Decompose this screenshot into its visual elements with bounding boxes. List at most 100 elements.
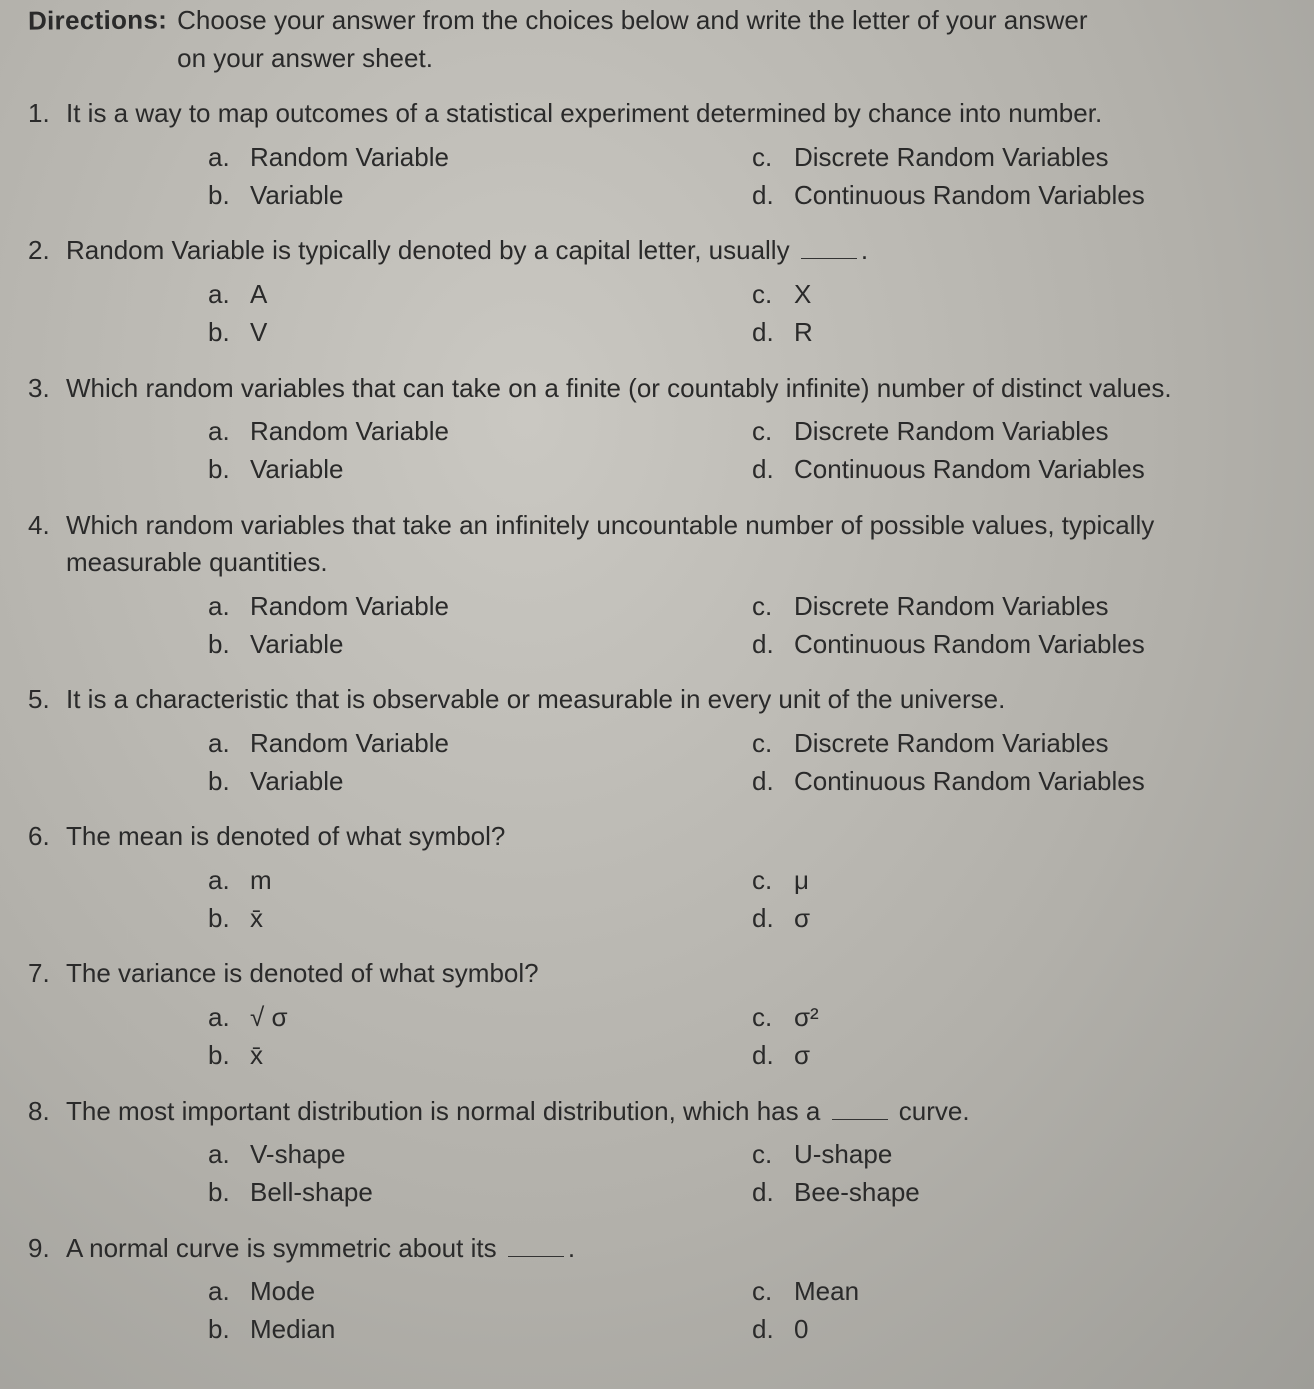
- option-b[interactable]: b.Bell-shape: [208, 1174, 742, 1212]
- option-letter: c.: [752, 276, 794, 314]
- option-letter: a.: [208, 139, 250, 177]
- option-d[interactable]: d.R: [752, 314, 1286, 352]
- option-a[interactable]: a.√ σ: [208, 999, 742, 1037]
- option-c[interactable]: c.μ: [752, 862, 1286, 900]
- option-a[interactable]: a.Random Variable: [208, 725, 742, 763]
- question-text: The mean is denoted of what symbol?: [66, 818, 1286, 856]
- directions-label: Directions:: [28, 1, 167, 40]
- option-a[interactable]: a.Random Variable: [208, 139, 742, 177]
- option-b[interactable]: b.Variable: [208, 451, 742, 489]
- blank: [801, 258, 857, 259]
- option-d[interactable]: d.Continuous Random Variables: [752, 626, 1286, 664]
- option-d[interactable]: d.σ: [752, 1037, 1286, 1075]
- option-letter: d.: [752, 1037, 794, 1075]
- option-c[interactable]: c.U-shape: [752, 1136, 1286, 1174]
- option-text: m: [250, 862, 272, 900]
- option-text: Bee-shape: [794, 1174, 920, 1212]
- option-b[interactable]: b.Variable: [208, 177, 742, 215]
- blank: [832, 1119, 888, 1120]
- option-text: Mode: [250, 1273, 315, 1311]
- question-text: It is a characteristic that is observabl…: [66, 681, 1286, 719]
- options: a.A b.V c.X d.R: [28, 276, 1286, 351]
- option-letter: c.: [752, 999, 794, 1037]
- option-text: μ: [794, 862, 809, 900]
- option-letter: c.: [752, 139, 794, 177]
- question-text: Which random variables that can take on …: [66, 370, 1286, 408]
- option-c[interactable]: c.Discrete Random Variables: [752, 139, 1286, 177]
- option-a[interactable]: a.Random Variable: [208, 588, 742, 626]
- question-number: 2.: [28, 232, 66, 270]
- option-a[interactable]: a.Mode: [208, 1273, 742, 1311]
- option-text: σ: [794, 1037, 810, 1075]
- option-c[interactable]: c.X: [752, 276, 1286, 314]
- option-a[interactable]: a.Random Variable: [208, 413, 742, 451]
- option-letter: b.: [208, 1174, 250, 1212]
- question-number: 3.: [28, 370, 66, 408]
- option-letter: d.: [752, 314, 794, 352]
- option-d[interactable]: d.0: [752, 1311, 1286, 1349]
- option-letter: c.: [752, 725, 794, 763]
- question-text-pre: A normal curve is symmetric about its: [66, 1233, 504, 1263]
- option-b[interactable]: b.Median: [208, 1311, 742, 1349]
- option-c[interactable]: c.Discrete Random Variables: [752, 413, 1286, 451]
- option-c[interactable]: c.σ²: [752, 999, 1286, 1037]
- option-letter: a.: [208, 588, 250, 626]
- question-number: 5.: [28, 681, 66, 719]
- option-a[interactable]: a.A: [208, 276, 742, 314]
- option-a[interactable]: a.V-shape: [208, 1136, 742, 1174]
- option-text: Discrete Random Variables: [794, 725, 1109, 763]
- options: a.V-shape b.Bell-shape c.U-shape d.Bee-s…: [28, 1136, 1286, 1211]
- option-letter: c.: [752, 1273, 794, 1311]
- option-d[interactable]: d.Continuous Random Variables: [752, 763, 1286, 801]
- option-letter: c.: [752, 1136, 794, 1174]
- option-text: Bell-shape: [250, 1174, 373, 1212]
- option-text: U-shape: [794, 1136, 892, 1174]
- option-text: A: [250, 276, 267, 314]
- question-2: 2. Random Variable is typically denoted …: [28, 232, 1286, 351]
- option-letter: a.: [208, 999, 250, 1037]
- option-letter: d.: [752, 626, 794, 664]
- question-number: 8.: [28, 1093, 66, 1131]
- directions-line1: Choose your answer from the choices belo…: [177, 5, 1087, 35]
- option-letter: b.: [208, 451, 250, 489]
- question-6: 6. The mean is denoted of what symbol? a…: [28, 818, 1286, 937]
- question-text-post: curve.: [892, 1096, 970, 1126]
- option-b[interactable]: b.Variable: [208, 626, 742, 664]
- option-text: σ²: [794, 999, 819, 1037]
- option-text: Continuous Random Variables: [794, 763, 1145, 801]
- option-c[interactable]: c.Discrete Random Variables: [752, 725, 1286, 763]
- question-4: 4. Which random variables that take an i…: [28, 507, 1286, 664]
- option-letter: b.: [208, 1037, 250, 1075]
- option-letter: a.: [208, 725, 250, 763]
- option-a[interactable]: a.m: [208, 862, 742, 900]
- question-8: 8. The most important distribution is no…: [28, 1093, 1286, 1212]
- option-text: x̄: [250, 1037, 263, 1075]
- option-b[interactable]: b.V: [208, 314, 742, 352]
- options: a.Random Variable b.Variable c.Discrete …: [28, 588, 1286, 663]
- option-letter: d.: [752, 451, 794, 489]
- directions-line2: on your answer sheet.: [177, 43, 433, 73]
- question-text-pre: Random Variable is typically denoted by …: [66, 235, 797, 265]
- option-b[interactable]: b.x̄: [208, 1037, 742, 1075]
- option-text: Discrete Random Variables: [794, 588, 1109, 626]
- option-b[interactable]: b.Variable: [208, 763, 742, 801]
- option-d[interactable]: d.Continuous Random Variables: [752, 177, 1286, 215]
- option-text: Mean: [794, 1273, 859, 1311]
- option-text: X: [794, 276, 811, 314]
- question-1: 1. It is a way to map outcomes of a stat…: [28, 95, 1286, 214]
- option-letter: b.: [208, 177, 250, 215]
- option-d[interactable]: d.Continuous Random Variables: [752, 451, 1286, 489]
- question-number: 9.: [28, 1230, 66, 1268]
- option-c[interactable]: c.Discrete Random Variables: [752, 588, 1286, 626]
- option-letter: a.: [208, 1273, 250, 1311]
- question-text-post: .: [861, 235, 868, 265]
- option-letter: a.: [208, 276, 250, 314]
- option-letter: d.: [752, 177, 794, 215]
- option-d[interactable]: d.σ: [752, 900, 1286, 938]
- option-text: √ σ: [250, 999, 288, 1037]
- option-c[interactable]: c.Mean: [752, 1273, 1286, 1311]
- option-letter: b.: [208, 763, 250, 801]
- directions-text: Choose your answer from the choices belo…: [177, 2, 1286, 77]
- option-d[interactable]: d.Bee-shape: [752, 1174, 1286, 1212]
- option-b[interactable]: b.x̄: [208, 900, 742, 938]
